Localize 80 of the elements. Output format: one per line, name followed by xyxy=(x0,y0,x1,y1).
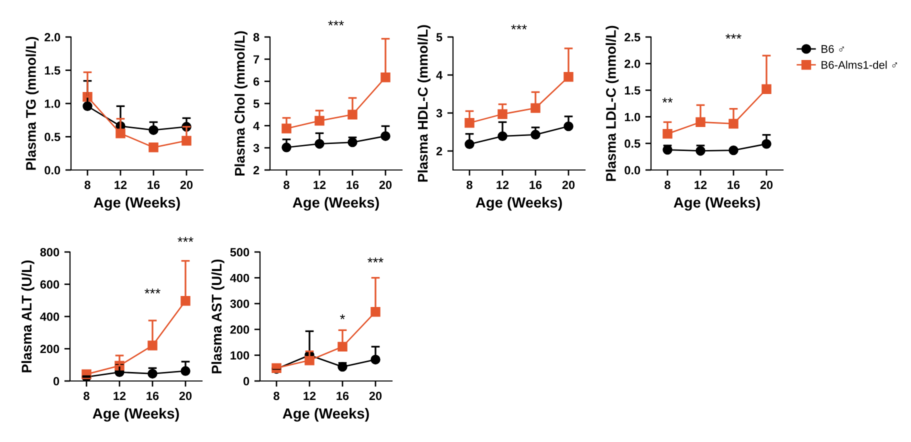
x-tick-label: 8 xyxy=(84,180,90,190)
y-tick-label: 0 xyxy=(53,377,60,386)
y-tick-label: 7 xyxy=(254,55,260,64)
x-axis-title: Age (Weeks) xyxy=(476,196,562,211)
y-tick-label: 5 xyxy=(253,100,260,108)
text: *** xyxy=(511,24,527,30)
legend-label: B6 ♂ xyxy=(822,45,844,53)
x-tick-label: 8 xyxy=(84,392,90,400)
x-tick-label: 20 xyxy=(179,392,192,400)
annotation: * xyxy=(340,314,345,320)
y-tick-label: 4 xyxy=(436,71,443,80)
y-tick-label: 1.0 xyxy=(624,112,640,122)
legend-label: B6-Alms1-del ♂ xyxy=(822,60,897,69)
y-axis-title: Plasma LDL-C (mmol/L) xyxy=(606,26,619,181)
y-tick-label: 1.0 xyxy=(44,100,60,108)
y-tick-label: 0.5 xyxy=(44,132,60,142)
y-tick-label: 2.0 xyxy=(44,33,60,42)
y-tick-label: 300 xyxy=(230,300,250,308)
y-axis-title: Plasma Chol (mmol/L) xyxy=(234,31,248,176)
y-tick-label: 2.5 xyxy=(624,33,640,42)
x-tick-label: 20 xyxy=(379,180,392,190)
y-tick-label: 2 xyxy=(436,147,442,156)
y-tick-label: 5 xyxy=(436,33,442,42)
x-tick-label: 8 xyxy=(664,180,670,190)
annotation: ** xyxy=(662,98,673,103)
y-tick-label: 0.5 xyxy=(624,139,640,148)
y-tick-label: 6 xyxy=(253,77,260,86)
x-tick-label: 16 xyxy=(148,180,160,190)
x-tick-label: 20 xyxy=(180,180,193,190)
annotation: *** xyxy=(726,34,742,39)
point xyxy=(564,72,574,82)
y-tick-label: 0.0 xyxy=(624,166,640,174)
x-axis-title: Age (Weeks) xyxy=(674,196,760,211)
text: *** xyxy=(178,236,194,242)
x-tick-label: 8 xyxy=(466,180,472,190)
y-tick-label: 3 xyxy=(436,109,442,118)
x-tick-label: 20 xyxy=(562,180,575,190)
y-tick-label: 2 xyxy=(253,166,260,174)
x-tick-label: 16 xyxy=(146,392,159,400)
y-axis-title: Plasma AST (U/L) xyxy=(211,260,224,374)
x-tick-label: 12 xyxy=(314,180,326,189)
annotation: *** xyxy=(368,258,384,262)
annotation: *** xyxy=(144,288,160,294)
y-axis-title: Plasma ALT (U/L) xyxy=(21,260,34,372)
y-tick-label: 1.5 xyxy=(44,66,60,75)
y-tick-label: 600 xyxy=(40,280,60,289)
y-tick-label: 200 xyxy=(230,325,250,334)
x-tick-label: 20 xyxy=(369,392,382,400)
y-tick-label: 500 xyxy=(230,248,250,256)
y-axis-title: Plasma TG (mmol/L) xyxy=(26,37,39,170)
x-tick-label: 12 xyxy=(496,180,509,189)
y-tick-label: 0 xyxy=(243,377,250,386)
x-tick-label: 16 xyxy=(728,180,740,190)
x-axis-title: Age (Weeks) xyxy=(292,196,379,211)
x-tick-label: 16 xyxy=(530,180,542,190)
x-tick-label: 12 xyxy=(304,392,316,400)
y-tick-label: 1.5 xyxy=(624,86,640,95)
x-axis-title: Age (Weeks) xyxy=(282,408,369,422)
y-tick-label: 8 xyxy=(253,33,260,42)
y-tick-label: 2.0 xyxy=(624,60,640,68)
y-tick-label: 800 xyxy=(40,248,60,256)
y-tick-label: 100 xyxy=(230,351,250,360)
y-tick-label: 0.0 xyxy=(44,166,60,174)
y-axis-title: Plasma HDL-C (mmol/L) xyxy=(418,25,430,182)
y-tick-label: 4 xyxy=(253,122,260,130)
x-tick-label: 12 xyxy=(694,180,707,189)
y-tick-label: 200 xyxy=(40,344,60,354)
x-tick-label: 8 xyxy=(284,180,290,190)
y-tick-label: 3 xyxy=(253,144,260,152)
y-tick-label: 400 xyxy=(230,274,250,282)
x-tick-label: 16 xyxy=(336,392,349,400)
x-tick-label: 12 xyxy=(114,392,126,400)
x-tick-label: 8 xyxy=(274,392,280,400)
x-tick-label: 20 xyxy=(760,180,773,190)
x-tick-label: 16 xyxy=(346,180,359,190)
text: *** xyxy=(328,20,344,26)
x-axis-title: Age (Weeks) xyxy=(92,408,179,422)
x-tick-label: 12 xyxy=(114,180,127,189)
x-axis-title: Age (Weeks) xyxy=(94,196,180,211)
y-tick-label: 400 xyxy=(40,312,60,321)
